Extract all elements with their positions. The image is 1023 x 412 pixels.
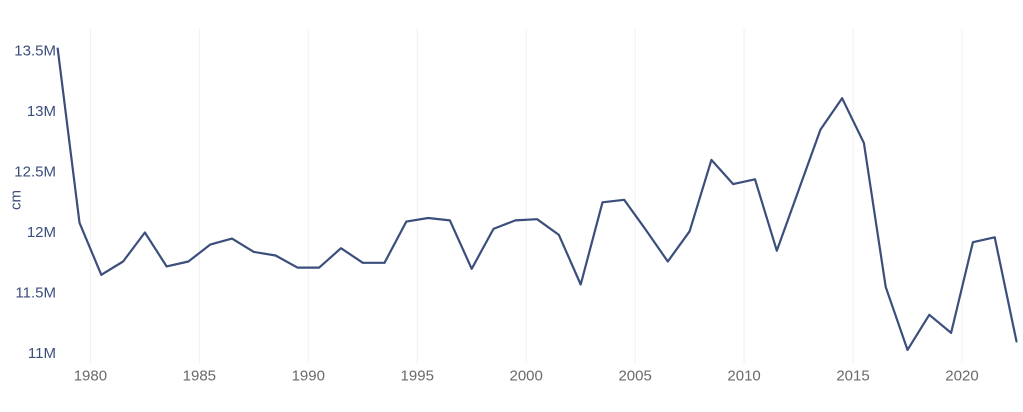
x-tick-label-1980: 1980 [74,368,107,385]
x-tick-label-1990: 1990 [292,368,325,385]
vertical-gridlines [89,29,963,363]
y-tick-label-12.5M: 12.5M [14,164,56,181]
x-tick-label-2010: 2010 [727,368,760,385]
y-tick-label-13.5M: 13.5M [14,43,56,60]
x-tick-label-2005: 2005 [618,368,651,385]
x-axis-tick-labels: 1980 1985 1990 1995 2000 2005 2010 2015 2020 [74,368,979,385]
y-tick-label-12M: 12M [27,224,56,241]
x-tick-label-2015: 2015 [836,368,869,385]
y-axis-tick-labels: 13.5M 13M 12.5M 12M 11.5M 11M [14,43,56,363]
y-tick-label-13M: 13M [27,103,56,120]
x-tick-label-2000: 2000 [509,368,542,385]
y-tick-label-11.5M: 11.5M [15,285,56,302]
x-tick-label-1985: 1985 [183,368,216,385]
y-axis-title: cm [8,190,25,210]
x-tick-label-2020: 2020 [945,368,978,385]
data-series-line[interactable] [56,47,1018,351]
y-tick-label-11M: 11M [28,345,56,362]
x-tick-label-1995: 1995 [401,368,434,385]
